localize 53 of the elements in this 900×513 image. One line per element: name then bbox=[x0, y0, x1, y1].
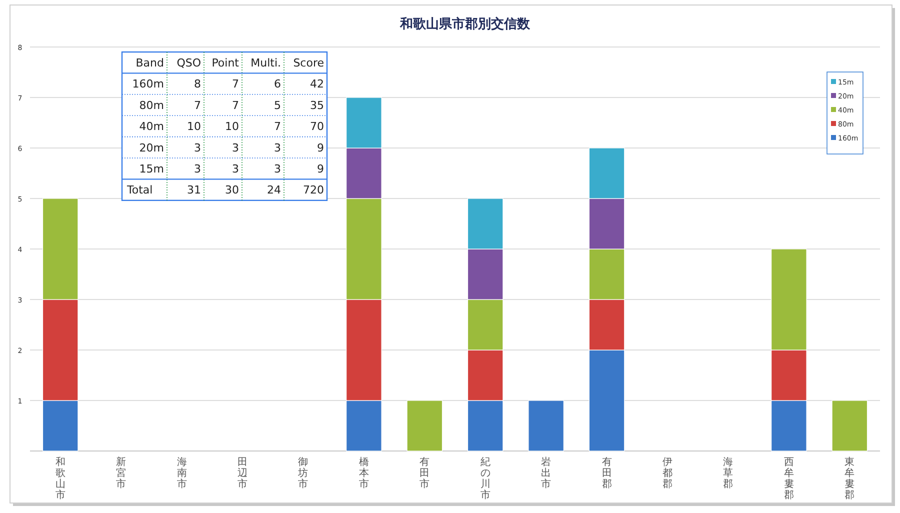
x-tick-label: 有田郡 bbox=[602, 456, 612, 490]
x-tick-label: 田辺市 bbox=[238, 457, 248, 490]
bar bbox=[832, 400, 868, 452]
chart-title: 和歌山県市郡別交信数 bbox=[399, 16, 531, 32]
y-tick-label: 15m bbox=[139, 162, 164, 176]
y-tick-label: 80m bbox=[139, 98, 164, 112]
x-tick-label: Score bbox=[293, 56, 324, 70]
x-tick-label: 御坊市 bbox=[297, 457, 308, 490]
x-tick-label: 和歌山市 bbox=[55, 456, 66, 501]
data-label: 10 bbox=[187, 120, 201, 134]
x-tick-label: 西牟婁郡 bbox=[784, 457, 794, 501]
data-label: 3 bbox=[194, 162, 201, 176]
x-tick-label: 岩出市 bbox=[541, 456, 552, 490]
x-tick-label: Point bbox=[212, 56, 240, 70]
data-label: 3 bbox=[232, 162, 239, 176]
y-tick-label: 20m bbox=[139, 141, 164, 154]
y-tick-label: 160m bbox=[132, 78, 164, 91]
data-label: 24 bbox=[267, 184, 281, 197]
data-label: 31 bbox=[187, 184, 201, 197]
data-label: 720 bbox=[303, 184, 324, 197]
x-tick-label: 海草郡 bbox=[723, 456, 734, 490]
y-tick-label: 40m bbox=[139, 120, 164, 134]
data-label: 9 bbox=[317, 141, 324, 154]
data-label: 7 bbox=[232, 98, 239, 112]
data-label: 10 bbox=[225, 120, 239, 134]
data-label: 9 bbox=[317, 162, 324, 176]
data-label: 3 bbox=[274, 162, 281, 176]
data-label: 6 bbox=[274, 78, 281, 91]
x-tick-label: 伊都郡 bbox=[662, 457, 672, 490]
data-label: 7 bbox=[232, 78, 239, 91]
x-tick-label: 有田市 bbox=[420, 456, 430, 490]
data-label: 3 bbox=[194, 141, 201, 154]
x-tick-label: Multi. bbox=[250, 56, 281, 70]
x-tick-label: 新宮市 bbox=[116, 456, 126, 490]
x-tick-label: 橋本市 bbox=[358, 456, 369, 490]
data-label: 70 bbox=[310, 120, 324, 134]
data-label: 7 bbox=[194, 98, 201, 112]
x-tick-label: QSO bbox=[176, 56, 202, 70]
bar bbox=[406, 400, 443, 452]
annotation: Band bbox=[136, 56, 164, 70]
data-label: 7 bbox=[274, 120, 281, 134]
x-tick-label: 東牟婁郡 bbox=[844, 456, 855, 501]
x-tick-label: 海南市 bbox=[176, 456, 187, 490]
data-label: 42 bbox=[310, 78, 324, 91]
data-label: 3 bbox=[232, 141, 239, 154]
y-tick-label: Total bbox=[126, 184, 153, 197]
data-label: 30 bbox=[225, 184, 239, 197]
x-tick-label: 紀の川市 bbox=[480, 457, 490, 501]
data-label: 5 bbox=[274, 98, 281, 112]
data-label: 3 bbox=[274, 141, 281, 154]
data-label: 8 bbox=[194, 78, 201, 91]
data-label: 35 bbox=[310, 98, 324, 112]
bar bbox=[528, 400, 564, 452]
